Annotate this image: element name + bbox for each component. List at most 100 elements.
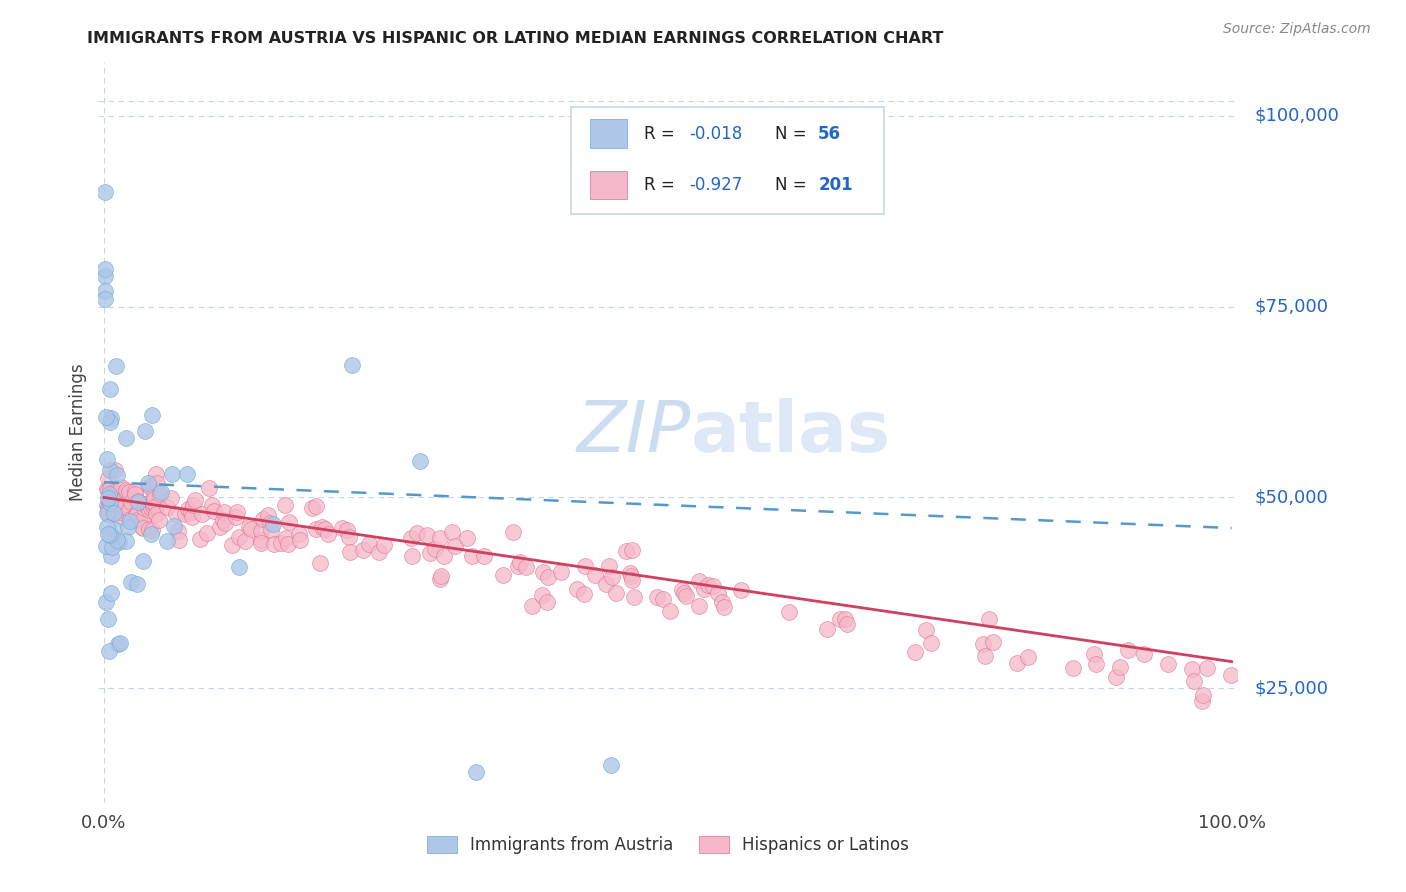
Point (97, 500, 120, 515)
Point (103, 523, 125, 537)
Point (915, 623, 938, 637)
Point (440, 524, 463, 539)
Point (688, 599, 710, 613)
Point (188, 533, 211, 547)
Legend: Immigrants from Austria, Hispanics or Latinos: Immigrants from Austria, Hispanics or La… (420, 830, 915, 861)
Point (98, 482, 121, 496)
Point (149, 484, 172, 499)
Point (614, 544, 637, 558)
Point (165, 508, 187, 522)
Point (423, 541, 446, 556)
Point (357, 537, 380, 551)
Point (127, 495, 149, 509)
Point (1220, 668, 1243, 682)
Point (209, 520, 232, 534)
Text: Source: ZipAtlas.com: Source: ZipAtlas.com (1223, 22, 1371, 37)
Point (118, 514, 141, 528)
Point (148, 513, 170, 527)
Point (120, 495, 142, 509)
Point (118, 503, 141, 517)
Point (96, 520, 118, 534)
Point (301, 501, 323, 516)
Point (228, 559, 250, 574)
Point (103, 485, 125, 500)
Point (97, 470, 120, 484)
Point (409, 453, 432, 467)
Point (138, 522, 160, 536)
Point (429, 572, 451, 586)
Point (142, 487, 165, 501)
Point (305, 522, 328, 536)
Point (96, 498, 118, 512)
Point (537, 570, 560, 584)
Point (101, 540, 124, 554)
Bar (591, 120, 627, 147)
Point (110, 635, 132, 649)
Point (1062, 661, 1084, 675)
Point (141, 501, 163, 516)
Bar (591, 171, 627, 200)
Point (160, 467, 183, 482)
Point (600, 757, 623, 772)
Point (288, 526, 311, 541)
Point (118, 484, 141, 499)
Point (142, 500, 165, 514)
Point (339, 545, 361, 559)
Point (212, 513, 235, 527)
Point (621, 574, 644, 588)
Point (981, 635, 1004, 649)
Point (201, 498, 224, 512)
Point (574, 587, 596, 601)
Text: atlas: atlas (690, 398, 890, 467)
Point (904, 645, 927, 659)
Point (688, 574, 710, 589)
Point (711, 595, 734, 609)
Point (520, 599, 543, 613)
Text: -0.018: -0.018 (689, 125, 742, 143)
Point (98, 382, 121, 396)
Point (228, 530, 250, 544)
Text: $100,000: $100,000 (1254, 107, 1340, 125)
Point (1109, 659, 1132, 673)
Point (198, 481, 221, 495)
Point (367, 545, 389, 559)
Point (136, 500, 159, 514)
Point (221, 538, 243, 552)
Point (1191, 688, 1213, 702)
Point (702, 579, 724, 593)
Point (1005, 656, 1028, 670)
Point (250, 536, 273, 550)
Point (274, 498, 297, 512)
Point (595, 576, 617, 591)
Point (97, 483, 120, 497)
Point (713, 599, 735, 614)
Point (94, 185, 117, 199)
Point (1157, 657, 1180, 672)
Point (104, 495, 127, 509)
Point (257, 508, 280, 522)
Point (108, 491, 131, 505)
Point (174, 507, 197, 521)
Point (94, 285, 117, 299)
Point (142, 496, 165, 510)
Point (456, 531, 478, 545)
Point (270, 536, 292, 550)
Point (131, 519, 153, 533)
Point (202, 504, 225, 518)
Point (184, 493, 207, 508)
Point (138, 503, 160, 517)
Point (180, 505, 202, 519)
Point (506, 559, 529, 574)
Point (260, 523, 283, 537)
Point (181, 498, 204, 512)
Point (250, 533, 273, 548)
Point (115, 484, 138, 499)
Point (101, 500, 124, 514)
Point (127, 577, 149, 591)
Point (139, 480, 162, 494)
Point (290, 533, 312, 547)
Point (134, 425, 156, 439)
Point (429, 531, 451, 545)
Point (134, 497, 156, 511)
Point (156, 533, 179, 548)
